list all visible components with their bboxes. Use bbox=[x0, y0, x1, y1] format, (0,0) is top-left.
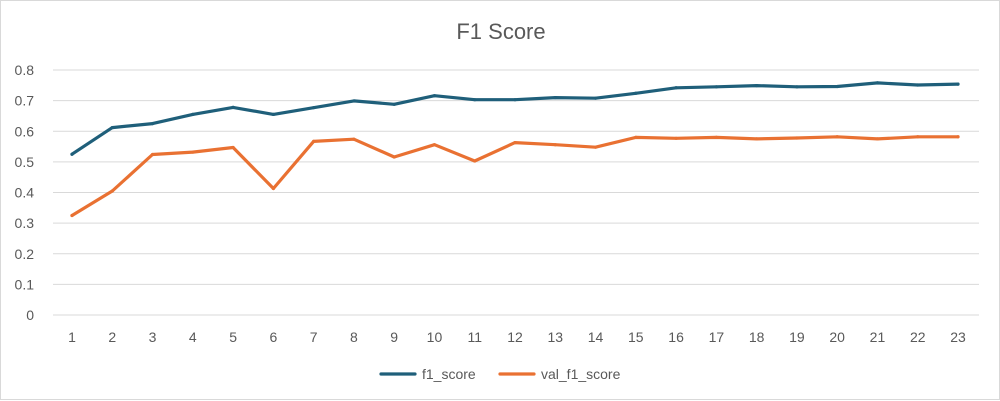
data-point-f1-score bbox=[231, 105, 235, 109]
data-point-f1-score bbox=[755, 84, 759, 88]
y-tick-label: 0.7 bbox=[15, 93, 35, 109]
data-point-f1-score bbox=[191, 112, 195, 117]
data-point-val-f1-score bbox=[191, 150, 195, 154]
x-tick-label: 13 bbox=[547, 329, 563, 345]
x-tick-label: 23 bbox=[950, 329, 966, 345]
data-point-f1-score bbox=[674, 86, 678, 90]
data-point-f1-score bbox=[150, 121, 155, 126]
x-tick-label: 15 bbox=[628, 329, 644, 345]
data-point-val-f1-score bbox=[875, 137, 880, 141]
data-point-f1-score bbox=[593, 96, 598, 100]
data-point-f1-score bbox=[70, 152, 74, 156]
x-tick-label: 8 bbox=[350, 329, 358, 345]
x-tick-label: 11 bbox=[467, 329, 482, 345]
x-tick-label: 19 bbox=[789, 329, 805, 345]
x-tick-label: 21 bbox=[870, 329, 886, 345]
data-point-f1-score bbox=[634, 91, 638, 95]
data-point-f1-score bbox=[835, 84, 839, 89]
x-tick-label: 7 bbox=[310, 329, 318, 345]
legend-label-f1-score: f1_score bbox=[422, 366, 476, 382]
data-point-f1-score bbox=[110, 125, 114, 130]
x-tick-label: 2 bbox=[108, 329, 116, 345]
data-point-val-f1-score bbox=[150, 152, 155, 157]
x-tick-label: 20 bbox=[829, 329, 845, 345]
data-point-val-f1-score bbox=[312, 139, 316, 143]
series-lines bbox=[70, 81, 960, 218]
data-point-val-f1-score bbox=[352, 137, 356, 141]
y-tick-label: 0 bbox=[26, 307, 34, 323]
x-tick-label: 17 bbox=[709, 329, 725, 345]
y-tick-label: 0.3 bbox=[15, 215, 35, 231]
data-point-val-f1-score bbox=[755, 137, 759, 141]
x-tick-label: 1 bbox=[68, 329, 76, 345]
data-point-f1-score bbox=[553, 95, 557, 100]
x-tick-label: 9 bbox=[390, 329, 398, 345]
data-point-f1-score bbox=[352, 99, 356, 103]
data-point-val-f1-score bbox=[231, 145, 235, 150]
gridlines bbox=[53, 69, 979, 316]
data-point-val-f1-score bbox=[674, 136, 678, 140]
legend: f1_score val_f1_score bbox=[379, 366, 621, 382]
x-tick-label: 18 bbox=[749, 329, 765, 345]
y-tick-label: 0.6 bbox=[15, 123, 35, 139]
data-point-val-f1-score bbox=[513, 140, 517, 145]
data-point-f1-score bbox=[473, 98, 477, 102]
data-point-f1-score bbox=[432, 94, 437, 98]
data-point-f1-score bbox=[312, 106, 316, 110]
data-point-val-f1-score bbox=[593, 145, 598, 149]
y-tick-label: 0.1 bbox=[15, 276, 35, 292]
data-point-f1-score bbox=[271, 112, 275, 117]
x-tick-label: 12 bbox=[507, 329, 523, 345]
chart-title: F1 Score bbox=[456, 19, 545, 44]
data-point-val-f1-score bbox=[553, 143, 557, 147]
x-tick-label: 6 bbox=[269, 329, 277, 345]
data-point-val-f1-score bbox=[956, 135, 960, 139]
data-point-val-f1-score bbox=[271, 186, 275, 191]
x-tick-label: 4 bbox=[189, 329, 197, 345]
data-point-f1-score bbox=[795, 85, 799, 89]
data-point-val-f1-score bbox=[70, 213, 74, 218]
x-tick-label: 10 bbox=[427, 329, 443, 345]
x-tick-label: 3 bbox=[149, 329, 157, 345]
y-axis-ticks: 0 0.1 0.2 0.3 0.4 0.5 0.6 0.7 0.8 bbox=[15, 62, 35, 323]
data-point-val-f1-score bbox=[473, 159, 477, 163]
x-axis-ticks: 1 2 3 4 5 6 7 8 9 10 11 12 13 14 15 16 17 18 19 20 21 22 23 bbox=[68, 329, 966, 345]
data-point-f1-score bbox=[714, 85, 718, 89]
legend-label-val-f1-score: val_f1_score bbox=[541, 366, 621, 382]
x-tick-label: 16 bbox=[668, 329, 684, 345]
data-point-val-f1-score bbox=[714, 135, 718, 139]
x-tick-label: 22 bbox=[910, 329, 926, 345]
data-point-val-f1-score bbox=[634, 135, 638, 139]
data-point-val-f1-score bbox=[392, 155, 396, 159]
y-tick-label: 0.5 bbox=[15, 154, 35, 170]
y-tick-label: 0.2 bbox=[15, 246, 35, 262]
data-point-f1-score bbox=[392, 102, 396, 106]
data-point-val-f1-score bbox=[110, 189, 114, 193]
data-point-f1-score bbox=[916, 83, 920, 87]
data-point-f1-score bbox=[875, 81, 880, 85]
data-point-f1-score bbox=[513, 98, 517, 102]
data-point-val-f1-score bbox=[795, 136, 799, 140]
data-point-val-f1-score bbox=[916, 135, 920, 139]
data-point-f1-score bbox=[956, 82, 960, 86]
y-tick-label: 0.8 bbox=[15, 62, 35, 78]
series-line-val-f1-score bbox=[70, 135, 960, 218]
x-tick-label: 5 bbox=[229, 329, 237, 345]
data-point-val-f1-score bbox=[835, 135, 839, 139]
data-point-val-f1-score bbox=[432, 143, 437, 147]
x-tick-label: 14 bbox=[588, 329, 604, 345]
y-tick-label: 0.4 bbox=[15, 185, 35, 201]
